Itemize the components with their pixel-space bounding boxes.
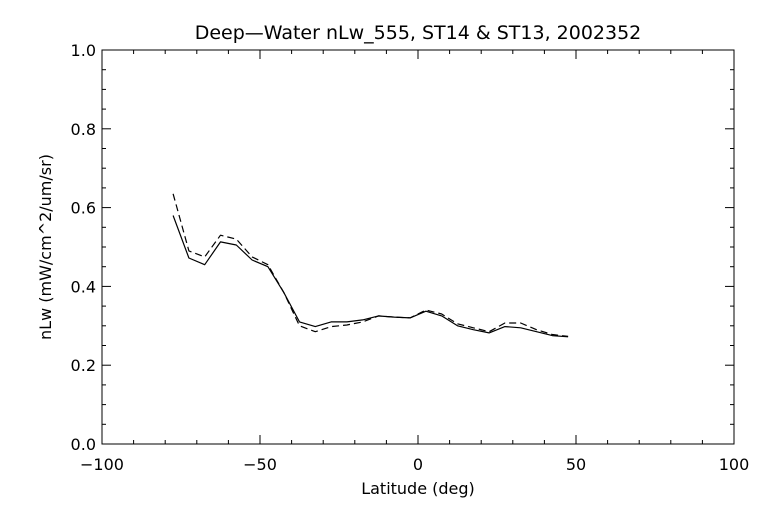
series-dashed-line	[172, 193, 569, 337]
x-axis-label: Latitude (deg)	[361, 479, 475, 498]
plot-frame	[101, 49, 735, 445]
x-tick-label: 100	[719, 455, 750, 474]
y-tick-label: 0.8	[71, 120, 96, 139]
axis-ticks	[101, 49, 735, 445]
y-tick-label: 0.6	[71, 199, 96, 218]
x-tick-label: −50	[243, 455, 277, 474]
chart-title: Deep—Water nLw_555, ST14 & ST13, 2002352	[195, 22, 642, 44]
axis-tick-labels: −100 −50 0 50 100 0.0 0.2 0.4 0.6 0.8 1.0	[71, 41, 750, 474]
y-tick-label: 0.4	[71, 277, 96, 296]
y-tick-label: 1.0	[71, 41, 96, 60]
x-tick-label: −100	[80, 455, 124, 474]
x-tick-label: 50	[566, 455, 586, 474]
y-axis-label: nLw (mW/cm^2/um/sr)	[36, 154, 55, 340]
y-tick-label: 0.2	[71, 356, 96, 375]
x-tick-label: 0	[413, 455, 423, 474]
y-tick-label: 0.0	[71, 435, 96, 454]
series-solid-line	[172, 215, 569, 338]
series-lines	[172, 193, 569, 338]
